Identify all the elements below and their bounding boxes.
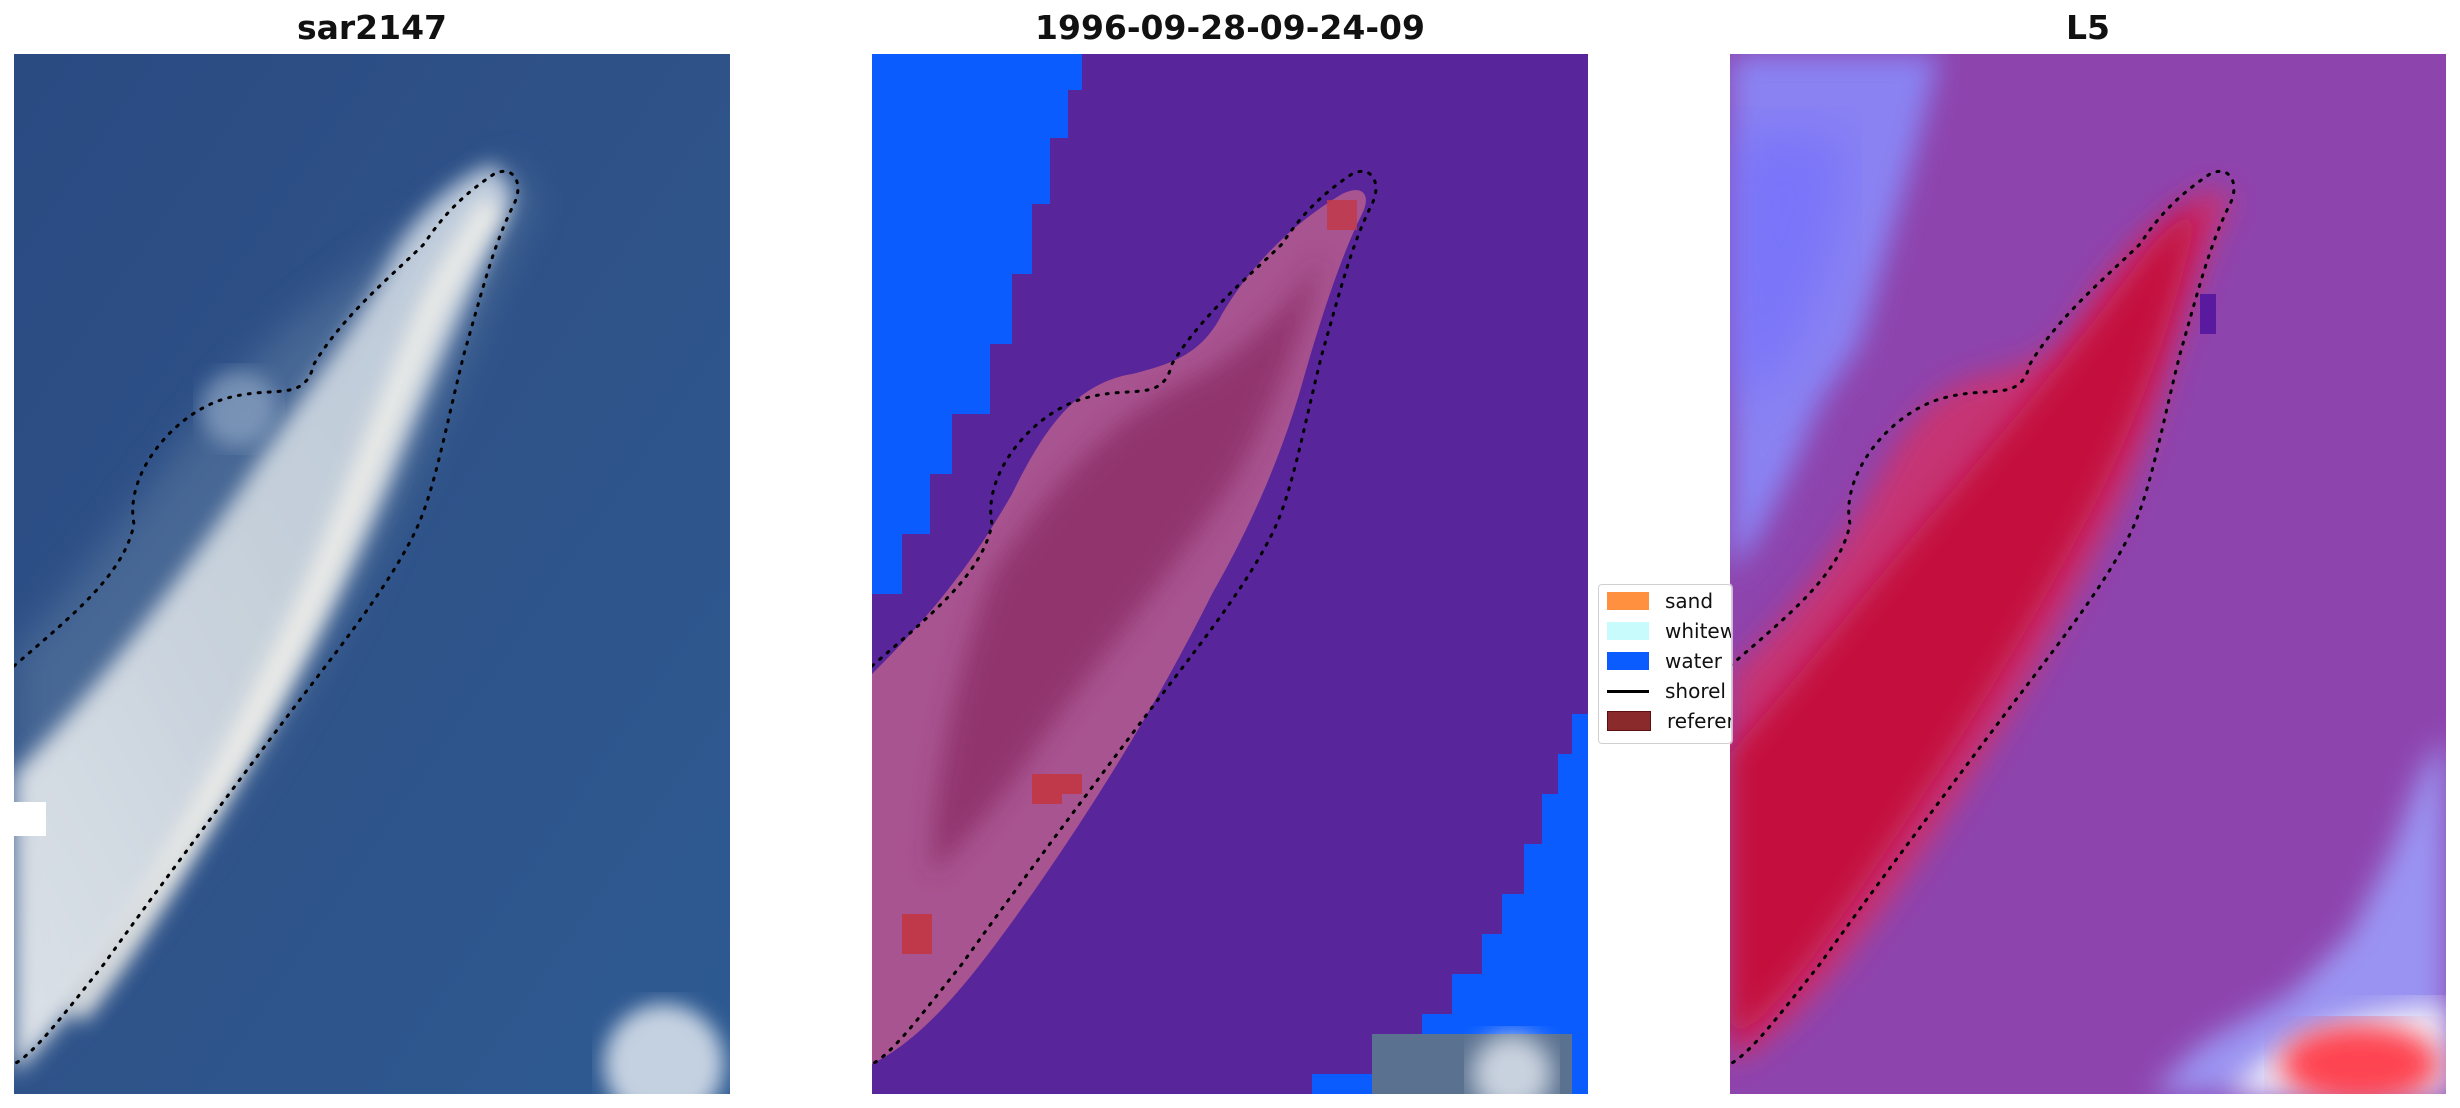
classification-map <box>872 54 1588 1094</box>
legend-item-whitewater: whitew <box>1607 619 1732 643</box>
legend-line-shoreline <box>1607 689 1649 693</box>
legend-label: referer <box>1667 709 1732 733</box>
legend-label: water <box>1665 649 1722 673</box>
legend-label: whitew <box>1665 619 1732 643</box>
legend-item-reference: referer <box>1607 709 1732 733</box>
legend-swatch-sand <box>1607 592 1649 610</box>
rgb-satellite-image <box>14 54 730 1094</box>
panel-title-rgb: sar2147 <box>296 8 448 47</box>
legend-swatch-water <box>1607 652 1649 670</box>
panel-title-classification: 1996-09-28-09-24-09 <box>1035 8 1425 47</box>
legend-label: shorel <box>1665 679 1726 703</box>
legend-label: sand <box>1665 589 1714 613</box>
l5-index-panel <box>1730 54 2446 1094</box>
legend-swatch-whitewater <box>1607 622 1649 640</box>
panel-title-index: L5 <box>2066 8 2110 47</box>
legend-item-water: water <box>1607 649 1722 673</box>
legend-item-shoreline: shorel <box>1607 679 1726 703</box>
legend: sand whitew water shorel referer <box>1598 584 1732 744</box>
l5-heatmap <box>1730 54 2446 1094</box>
classification-panel <box>872 54 1588 1094</box>
legend-swatch-reference <box>1607 711 1651 731</box>
rgb-image-panel <box>14 54 730 1094</box>
legend-item-sand: sand <box>1607 589 1713 613</box>
